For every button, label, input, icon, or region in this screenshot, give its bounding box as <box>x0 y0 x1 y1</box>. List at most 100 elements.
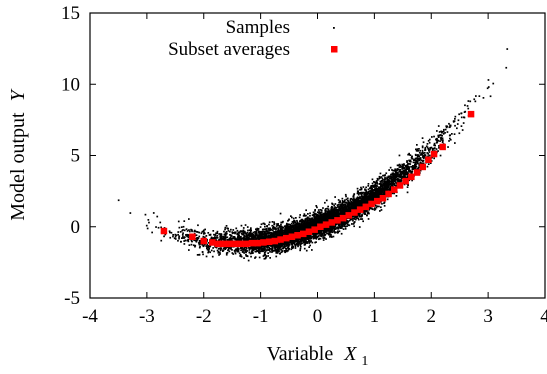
sample-point <box>260 231 262 233</box>
sample-point <box>383 190 385 192</box>
sample-point <box>361 192 363 195</box>
sample-point <box>227 238 230 241</box>
sample-point <box>405 164 408 167</box>
sample-point <box>434 144 436 147</box>
sample-point <box>285 229 287 231</box>
sample-point <box>428 148 431 151</box>
sample-point <box>324 230 327 232</box>
sample-point <box>394 168 396 171</box>
sample-point <box>279 230 281 233</box>
sample-point <box>224 233 227 235</box>
sample-point <box>339 226 342 229</box>
sample-point <box>295 222 297 225</box>
sample-point <box>214 236 216 238</box>
sample-point <box>303 237 306 239</box>
sample-point <box>433 142 436 145</box>
sample-point <box>369 187 371 190</box>
sample-point <box>419 169 422 172</box>
sample-point <box>314 209 316 211</box>
sample-point <box>492 82 495 85</box>
sample-point <box>278 247 280 250</box>
sample-point <box>244 239 246 242</box>
sample-point <box>292 222 295 225</box>
sample-point <box>440 139 443 141</box>
sample-point <box>231 249 233 251</box>
sample-point <box>398 166 401 168</box>
sample-point <box>202 230 205 232</box>
sample-point <box>251 232 254 235</box>
sample-point <box>319 221 322 223</box>
sample-point <box>238 248 240 250</box>
sample-point <box>373 196 375 199</box>
sample-point <box>393 180 396 182</box>
sample-point <box>254 257 256 259</box>
sample-point <box>422 154 424 157</box>
sample-point <box>350 201 353 203</box>
sample-point <box>367 185 370 187</box>
sample-point <box>194 245 196 248</box>
sample-point <box>357 218 360 221</box>
sample-point <box>255 230 258 233</box>
sample-point <box>371 190 373 192</box>
sample-point <box>214 234 217 236</box>
sample-point <box>238 239 240 242</box>
sample-point <box>212 247 214 249</box>
sample-point <box>259 236 261 239</box>
sample-point <box>243 257 245 259</box>
sample-point <box>207 249 210 252</box>
sample-point <box>267 234 269 237</box>
sample-point <box>290 241 292 244</box>
sample-point <box>371 191 374 194</box>
sample-point <box>307 234 309 237</box>
sample-point <box>203 243 206 246</box>
sample-point <box>418 148 420 150</box>
sample-point <box>313 237 316 239</box>
sample-point <box>257 231 260 234</box>
sample-point <box>309 241 312 243</box>
sample-point <box>416 155 419 158</box>
sample-point <box>346 223 349 226</box>
sample-point <box>358 214 361 217</box>
sample-point <box>219 235 221 238</box>
sample-point <box>418 157 421 160</box>
sample-point <box>288 223 291 226</box>
sample-point <box>420 152 423 154</box>
sample-point <box>486 87 489 90</box>
sample-point <box>415 149 418 152</box>
sample-point <box>272 231 275 233</box>
sample-point <box>400 176 402 178</box>
sample-point <box>308 246 310 248</box>
sample-point <box>402 176 405 179</box>
sample-point <box>344 199 346 202</box>
sample-point <box>235 227 238 230</box>
sample-point <box>383 202 385 205</box>
sample-point <box>206 238 208 241</box>
sample-point <box>301 218 304 221</box>
sample-point <box>402 172 405 174</box>
sample-point <box>399 172 402 174</box>
sample-point <box>296 243 299 246</box>
sample-point <box>264 223 266 226</box>
sample-point <box>204 228 206 231</box>
sample-point <box>424 148 426 150</box>
sample-point <box>269 245 272 247</box>
sample-point <box>309 237 311 240</box>
sample-point <box>341 212 344 215</box>
sample-point <box>393 192 396 195</box>
sample-point <box>227 249 229 252</box>
sample-point <box>196 237 198 239</box>
sample-point <box>380 209 383 211</box>
sample-point <box>300 236 303 238</box>
sample-point <box>191 229 193 231</box>
sample-point <box>212 230 215 232</box>
sample-point <box>388 180 391 182</box>
sample-point <box>309 220 312 222</box>
sample-point <box>359 218 362 220</box>
sample-point <box>203 233 205 235</box>
sample-point <box>291 216 293 219</box>
sample-point <box>271 247 274 250</box>
sample-point <box>197 224 199 227</box>
sample-point <box>209 245 212 247</box>
sample-point <box>387 175 390 178</box>
sample-point <box>422 141 425 144</box>
